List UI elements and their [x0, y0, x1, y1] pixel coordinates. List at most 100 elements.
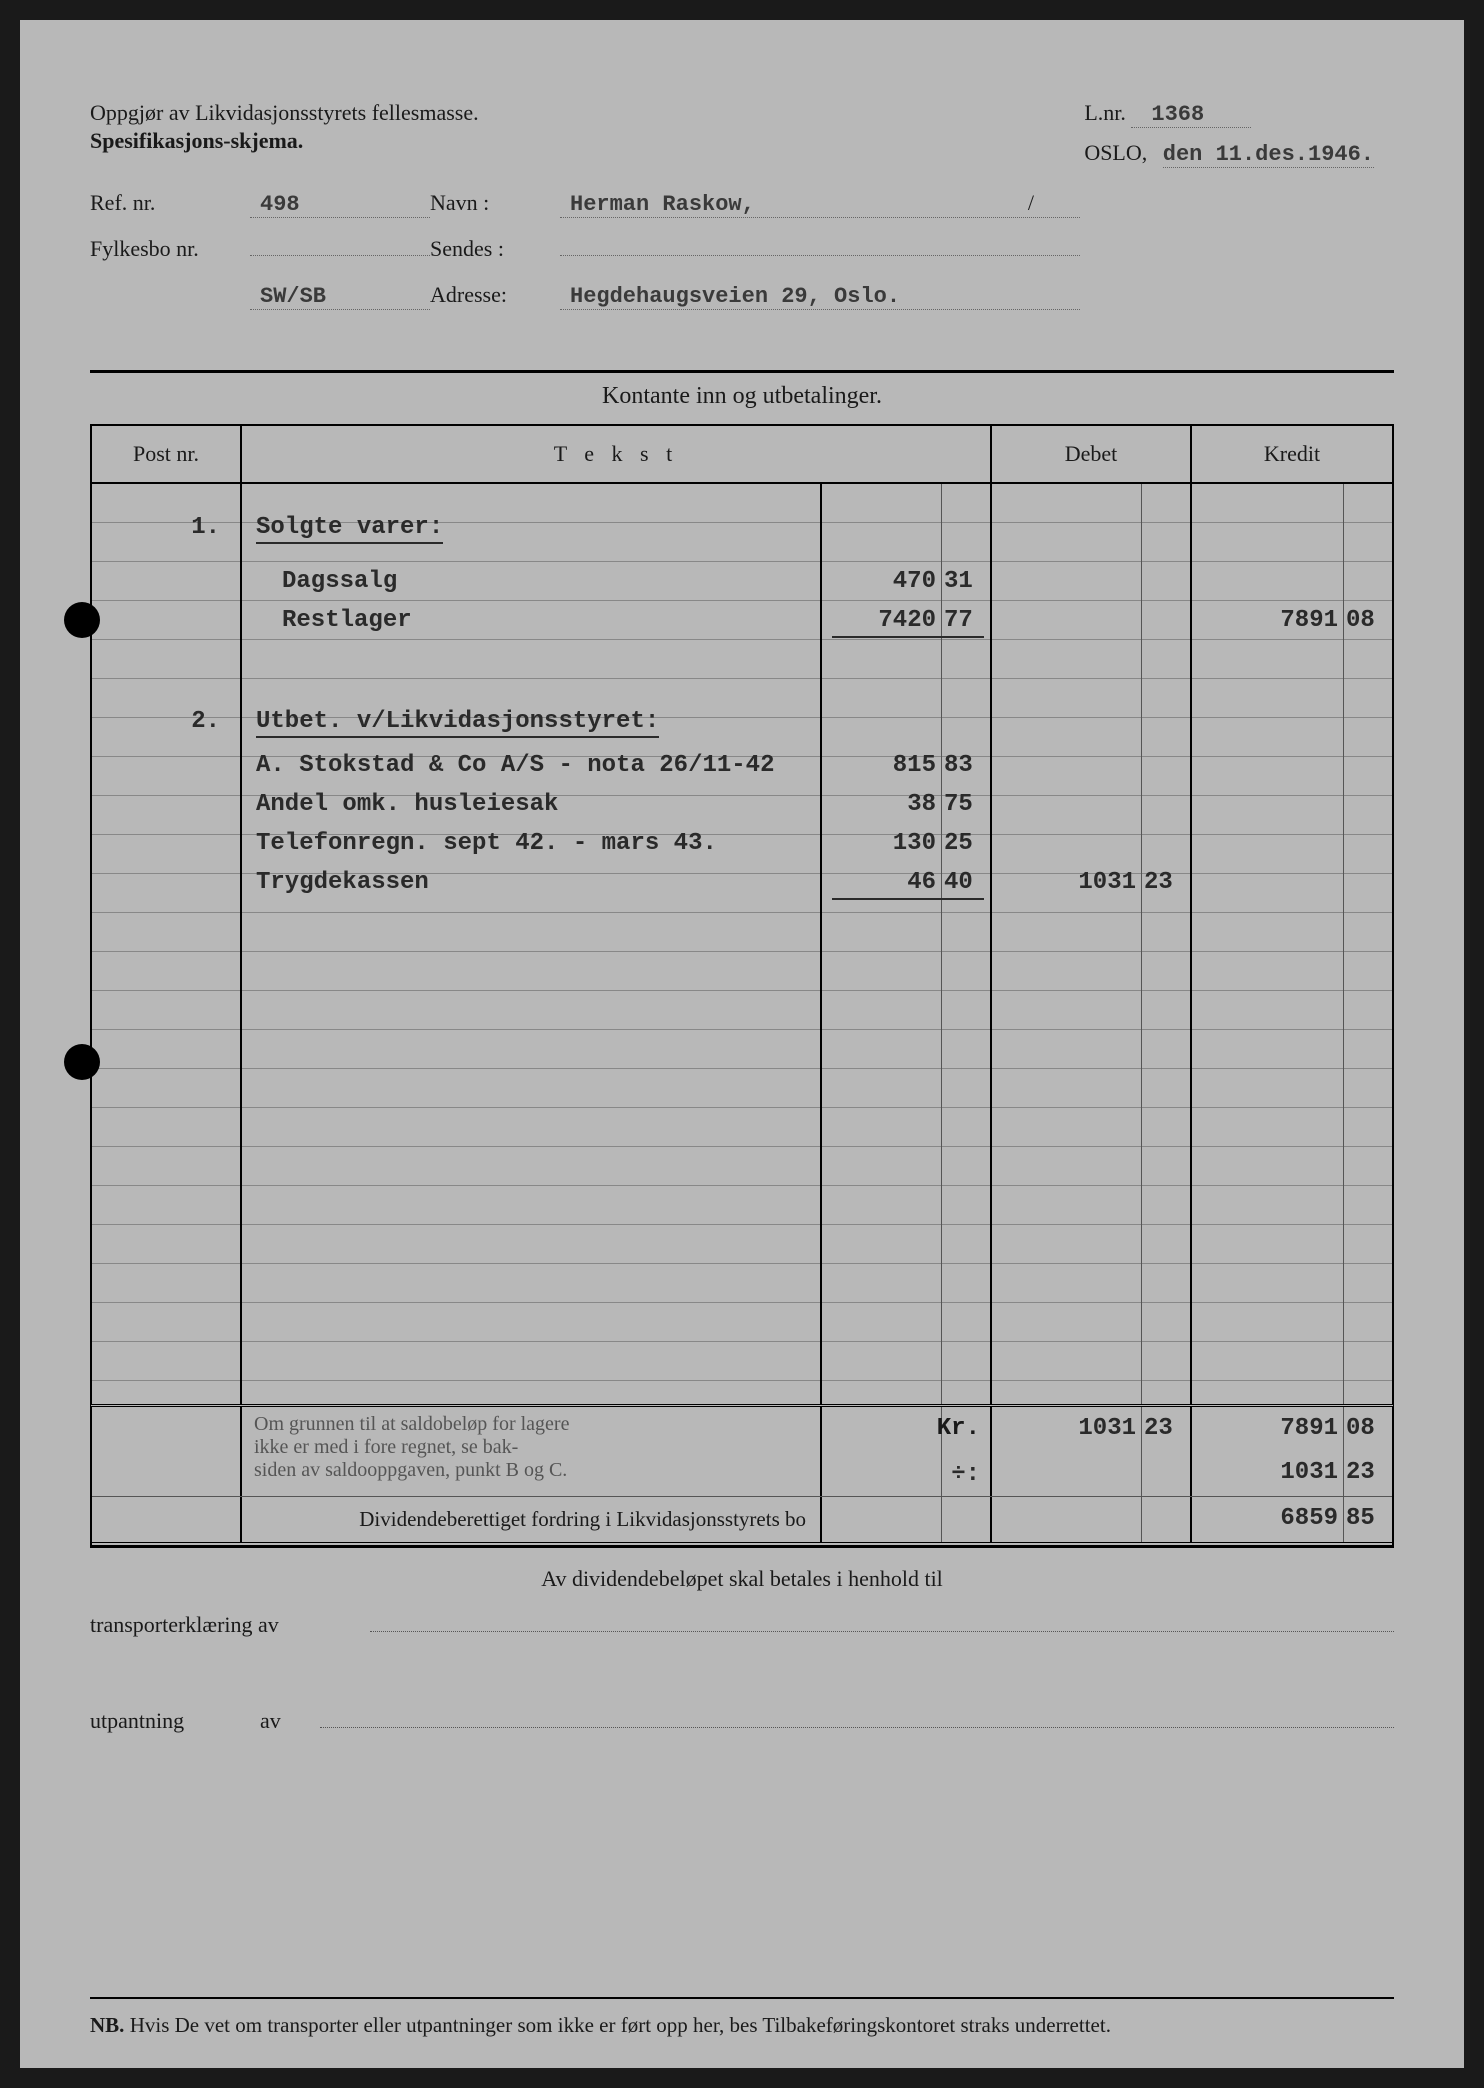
utpantning-av: av: [260, 1708, 300, 1734]
entry-title-2: Utbet. v/Likvidasjonsstyret:: [256, 708, 659, 738]
totals-debet-int: 1031: [1078, 1415, 1136, 1442]
totals-row-kr: Om grunnen til at saldobeløp for lagere …: [92, 1407, 1392, 1497]
fylkes-label: Fylkesbo nr.: [90, 236, 250, 262]
sub-1-0-int: 470: [893, 568, 936, 595]
dotted-line: [320, 1708, 1394, 1728]
header-line1: Oppgjør av Likvidasjonsstyrets fellesmas…: [90, 100, 479, 126]
footer-block: Av dividendebeløpet skal betales i henho…: [90, 1566, 1394, 1734]
totals-spacer: [92, 1497, 242, 1542]
header-left: Oppgjør av Likvidasjonsstyrets fellesmas…: [90, 100, 479, 154]
city-label: OSLO,: [1084, 140, 1147, 166]
entry-2-row-0: A. Stokstad & Co A/S - nota 26/11-42: [256, 752, 774, 779]
nb-text: Hvis De vet om transporter eller utpantn…: [130, 2013, 1111, 2037]
nb-footer: NB. Hvis De vet om transporter eller utp…: [90, 1997, 1394, 2038]
utpantning-label: utpantning: [90, 1708, 240, 1734]
adresse-label: Adresse:: [430, 282, 560, 308]
slash-mark: /: [1028, 190, 1034, 216]
header-block: Oppgjør av Likvidasjonsstyrets fellesmas…: [90, 80, 1394, 370]
footer-row-transport: transporterklæring av: [90, 1612, 1394, 1638]
totals-sub-blank: [822, 1497, 992, 1542]
totals-note: Om grunnen til at saldobeløp for lagere …: [242, 1407, 822, 1496]
ledger-table: Post nr. T e k s t Debet Kredit 1. 2. So…: [90, 424, 1394, 1404]
navn-label: Navn :: [430, 190, 560, 216]
col-header-debet: Debet: [992, 426, 1192, 482]
header-right: L.nr. 1368 OSLO, den 11.des.1946.: [1084, 100, 1374, 168]
meta-row-ref: Ref. nr. 498 Navn : Herman Raskow,: [90, 190, 1394, 236]
note-line2: ikke er med i fore regnet, se bak-: [254, 1436, 808, 1459]
col-header-post: Post nr.: [92, 426, 242, 482]
ledger-col-post: 1. 2.: [92, 484, 242, 1404]
sum-rule-1: [832, 636, 984, 638]
totals-kredit2-dec: 23: [1346, 1459, 1375, 1486]
entry-1-row-0: Dagssalg: [282, 568, 397, 595]
totals-spacer: [92, 1407, 242, 1496]
kredit-1-int: 7891: [1280, 607, 1338, 634]
sendes-value: [560, 255, 1080, 256]
adresse-value: Hegdehaugsveien 29, Oslo.: [560, 284, 1080, 310]
document-page: Oppgjør av Likvidasjonsstyrets fellesmas…: [20, 20, 1464, 2068]
entry-2-row-1: Andel omk. husleiesak: [256, 791, 558, 818]
ledger-col-subamount: 470 31 7420 77 815 83 38 75 130 25 46 40: [822, 484, 992, 1404]
result-dec: 85: [1346, 1505, 1375, 1532]
entry-2-row-2: Telefonregn. sept 42. - mars 43.: [256, 830, 717, 857]
sub-2-1-dec: 75: [944, 791, 973, 818]
nb-prefix: NB.: [90, 2013, 124, 2037]
sub-2-3-dec: 40: [944, 869, 973, 896]
col-header-kredit: Kredit: [1192, 426, 1392, 482]
transport-label: transporterklæring av: [90, 1612, 350, 1638]
sub-2-2-int: 130: [893, 830, 936, 857]
sub-2-1-int: 38: [907, 791, 936, 818]
sub-1-1-int: 7420: [878, 607, 936, 634]
punch-hole-icon: [64, 1044, 100, 1080]
totals-sub: Kr. ÷:: [822, 1407, 992, 1496]
decimal-rule: [1141, 1407, 1142, 1496]
date-value: den 11.des.1946.: [1163, 142, 1374, 168]
totals-kredit1-int: 7891: [1280, 1415, 1338, 1442]
ref-label: Ref. nr.: [90, 190, 250, 216]
city-date-row: OSLO, den 11.des.1946.: [1084, 140, 1374, 168]
totals-row-dividend: Dividendeberettiget fordring i Likvidasj…: [92, 1497, 1392, 1546]
entry-1-row-1: Restlager: [282, 607, 412, 634]
header-line2: Spesifikasjons-skjema.: [90, 128, 479, 154]
sum-rule-2: [832, 898, 984, 900]
navn-value: Herman Raskow,: [560, 192, 1080, 218]
totals-kredit: 7891 08 1031 23: [1192, 1407, 1392, 1496]
sub-1-1-dec: 77: [944, 607, 973, 634]
sub-2-3-int: 46: [907, 869, 936, 896]
punch-hole-icon: [64, 602, 100, 638]
meta-row-adresse: SW/SB Adresse: Hegdehaugsveien 29, Oslo.: [90, 282, 1394, 328]
ledger-header-row: Post nr. T e k s t Debet Kredit: [92, 426, 1392, 484]
lnr-label: L.nr.: [1084, 100, 1126, 126]
decimal-rule: [1343, 1407, 1344, 1496]
decimal-rule: [1343, 484, 1344, 1404]
meta-row-fylkes: Fylkesbo nr. Sendes :: [90, 236, 1394, 282]
lnr-row: L.nr. 1368: [1084, 100, 1374, 128]
ref-value: 498: [250, 192, 430, 218]
decimal-rule: [941, 1497, 942, 1542]
debet-2-int: 1031: [1078, 869, 1136, 896]
totals-result: 6859 85: [1192, 1497, 1392, 1542]
post-nr-1: 1.: [191, 514, 220, 541]
section-title: Kontante inn og utbetalinger.: [90, 370, 1394, 424]
code-value: SW/SB: [250, 284, 430, 310]
meta-rows: Ref. nr. 498 Navn : Herman Raskow, Fylke…: [90, 190, 1394, 328]
ledger-col-tekst: Solgte varer: Dagssalg Restlager Utbet. …: [242, 484, 822, 1404]
result-int: 6859: [1280, 1505, 1338, 1532]
footer-row-utpantning: utpantning av: [90, 1708, 1394, 1734]
sub-2-2-dec: 25: [944, 830, 973, 857]
ledger-col-kredit: 7891 08: [1192, 484, 1392, 1404]
post-nr-2: 2.: [191, 708, 220, 735]
decimal-rule: [1343, 1497, 1344, 1542]
sub-2-0-int: 815: [893, 752, 936, 779]
decimal-rule: [1141, 1497, 1142, 1542]
ledger-col-debet: 1031 23: [992, 484, 1192, 1404]
entry-title-1: Solgte varer:: [256, 514, 443, 544]
sendes-label: Sendes :: [430, 236, 560, 262]
totals-kredit2-int: 1031: [1280, 1459, 1338, 1486]
kr-label: Kr.: [937, 1415, 980, 1442]
note-line3: siden av saldooppgaven, punkt B og C.: [254, 1459, 808, 1482]
dotted-line: [370, 1612, 1394, 1632]
ledger-body: 1. 2. Solgte varer: Dagssalg Restlager U…: [92, 484, 1392, 1404]
totals-kredit1-dec: 08: [1346, 1415, 1375, 1442]
totals-debet-blank: [992, 1497, 1192, 1542]
